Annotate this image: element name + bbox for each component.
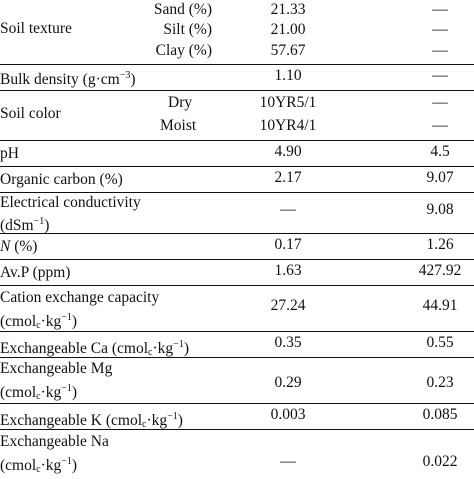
avp-value-1: 1.63 xyxy=(274,262,302,279)
soil-color-label: Soil color xyxy=(0,105,61,122)
ex-mg-label-line1: Exchangeable Mg xyxy=(0,360,113,377)
ph-value-2: 4.5 xyxy=(430,143,450,160)
avp-label: Av.P (ppm) xyxy=(0,264,71,281)
moist-value-2: — xyxy=(432,117,448,134)
row-divider xyxy=(0,429,474,430)
nitrogen-label: N (%) xyxy=(0,238,38,255)
bulk-density-label: Bulk density (g·cm−3) xyxy=(0,70,136,88)
dry-label: Dry xyxy=(168,94,193,111)
row-divider xyxy=(0,331,474,332)
silt-value-2: — xyxy=(432,21,448,38)
soil-texture-label: Soil texture xyxy=(0,20,72,37)
row-divider xyxy=(0,233,474,234)
clay-value-2: — xyxy=(432,42,448,59)
ex-na-value-2: 0.022 xyxy=(422,453,458,470)
ex-na-label-line2: (cmolc·kg−1) xyxy=(0,456,78,475)
ex-ca-value-2: 0.55 xyxy=(426,334,454,351)
ex-mg-label-line2: (cmolc·kg−1) xyxy=(0,383,78,402)
row-divider xyxy=(0,64,474,65)
silt-label: Silt (%) xyxy=(163,21,212,38)
cec-label-line1: Cation exchange capacity xyxy=(0,289,160,306)
dry-value-1: 10YR5/1 xyxy=(259,94,317,111)
ec-label-line1: Electrical conductivity xyxy=(0,194,141,211)
ph-value-1: 4.90 xyxy=(274,143,302,160)
row-divider xyxy=(0,192,474,193)
organic-carbon-value-2: 9.07 xyxy=(426,169,454,186)
sand-label: Sand (%) xyxy=(153,1,212,18)
sand-value-2: — xyxy=(432,1,448,18)
moist-value-1: 10YR4/1 xyxy=(259,117,317,134)
ex-na-value-1: — xyxy=(280,453,296,470)
ec-value-2: 9.08 xyxy=(426,201,454,218)
row-divider xyxy=(0,403,474,404)
ex-na-label-line1: Exchangeable Na xyxy=(0,433,109,450)
dry-value-2: — xyxy=(432,94,448,111)
ex-k-label: Exchangeable K (cmolc·kg−1) xyxy=(0,411,183,430)
ex-ca-value-1: 0.35 xyxy=(274,334,302,351)
row-divider xyxy=(0,166,474,167)
ex-ca-label: Exchangeable Ca (cmolc·kg−1) xyxy=(0,339,189,358)
organic-carbon-label: Organic carbon (%) xyxy=(0,171,123,188)
cec-label-line2: (cmolc·kg−1) xyxy=(0,312,78,331)
silt-value-1: 21.00 xyxy=(270,21,306,38)
ph-label: pH xyxy=(0,145,19,162)
row-divider xyxy=(0,259,474,260)
ec-value-1: — xyxy=(280,201,296,218)
nitrogen-value-1: 0.17 xyxy=(274,236,302,253)
clay-label: Clay (%) xyxy=(155,42,212,59)
ex-mg-value-2: 0.23 xyxy=(426,374,454,391)
sand-value-1: 21.33 xyxy=(270,1,306,18)
row-divider xyxy=(0,90,474,91)
bulk-density-value-1: 1.10 xyxy=(274,67,302,84)
row-divider xyxy=(0,140,474,141)
clay-value-1: 57.67 xyxy=(270,42,306,59)
nitrogen-value-2: 1.26 xyxy=(426,236,454,253)
ec-label-line2: (dSm−1) xyxy=(0,216,50,234)
ex-k-value-1: 0.003 xyxy=(270,406,306,423)
cec-value-2: 44.91 xyxy=(422,297,458,314)
cec-value-1: 27.24 xyxy=(270,297,306,314)
avp-value-2: 427.92 xyxy=(418,262,462,279)
row-divider xyxy=(0,285,474,286)
bulk-density-value-2: — xyxy=(432,67,448,84)
moist-label: Moist xyxy=(160,117,197,134)
organic-carbon-value-1: 2.17 xyxy=(274,169,302,186)
ex-mg-value-1: 0.29 xyxy=(274,374,302,391)
row-divider xyxy=(0,357,474,358)
ex-k-value-2: 0.085 xyxy=(422,406,458,423)
